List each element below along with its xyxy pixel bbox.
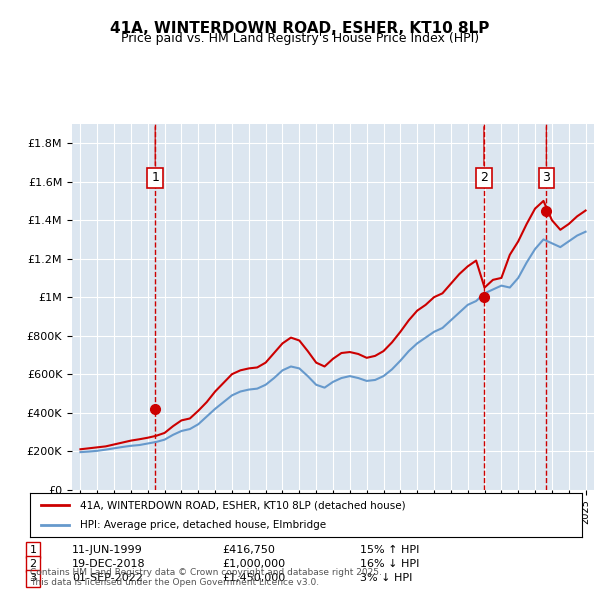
Text: 1: 1 bbox=[29, 545, 37, 555]
Text: 2: 2 bbox=[29, 559, 37, 569]
Text: 16% ↓ HPI: 16% ↓ HPI bbox=[360, 559, 419, 569]
Text: 3% ↓ HPI: 3% ↓ HPI bbox=[360, 573, 412, 583]
Text: 41A, WINTERDOWN ROAD, ESHER, KT10 8LP (detached house): 41A, WINTERDOWN ROAD, ESHER, KT10 8LP (d… bbox=[80, 500, 406, 510]
Text: 01-SEP-2022: 01-SEP-2022 bbox=[72, 573, 143, 583]
Text: £416,750: £416,750 bbox=[222, 545, 275, 555]
Text: 3: 3 bbox=[542, 171, 550, 184]
Text: 2: 2 bbox=[480, 171, 488, 184]
Text: Contains HM Land Registry data © Crown copyright and database right 2025.
This d: Contains HM Land Registry data © Crown c… bbox=[30, 568, 382, 587]
Text: £1,450,000: £1,450,000 bbox=[222, 573, 285, 583]
Text: 19-DEC-2018: 19-DEC-2018 bbox=[72, 559, 146, 569]
Text: 1: 1 bbox=[151, 171, 159, 184]
Text: £1,000,000: £1,000,000 bbox=[222, 559, 285, 569]
Text: 15% ↑ HPI: 15% ↑ HPI bbox=[360, 545, 419, 555]
Text: 41A, WINTERDOWN ROAD, ESHER, KT10 8LP: 41A, WINTERDOWN ROAD, ESHER, KT10 8LP bbox=[110, 21, 490, 35]
Text: 11-JUN-1999: 11-JUN-1999 bbox=[72, 545, 143, 555]
Text: HPI: Average price, detached house, Elmbridge: HPI: Average price, detached house, Elmb… bbox=[80, 520, 326, 529]
Text: Price paid vs. HM Land Registry's House Price Index (HPI): Price paid vs. HM Land Registry's House … bbox=[121, 32, 479, 45]
Text: 3: 3 bbox=[29, 573, 37, 583]
